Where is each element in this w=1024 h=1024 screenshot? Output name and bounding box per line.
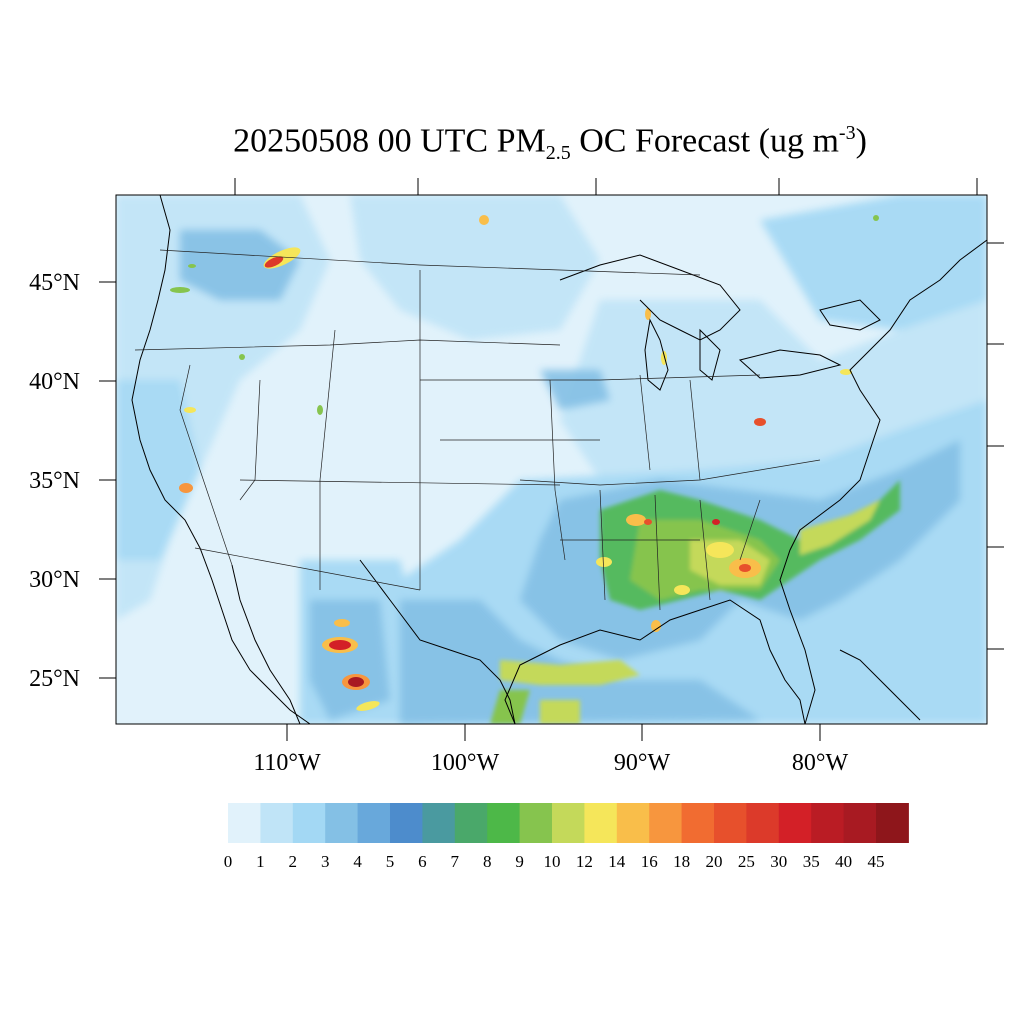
colorbar-swatch [422,803,456,843]
colorbar-swatch [454,803,488,843]
map-frame [115,194,988,725]
lat-label: 30°N [29,567,80,593]
colorbar-swatch [325,803,359,843]
colorbar-tick-label: 20 [706,852,723,871]
state-borders [134,249,821,611]
colorbar-tick-label: 9 [515,852,524,871]
colorbar-swatch [681,803,715,843]
colorbar: 0 1 2 3 4 5 6 7 8 9 10 12 14 16 18 20 25 30 35 40 45 [224,803,909,871]
coastlines [131,195,987,724]
colorbar-swatch [746,803,780,843]
colorbar-tick-label: 35 [803,852,820,871]
lon-label: 80°W [792,750,849,776]
colorbar-swatch [584,803,618,843]
colorbar-tick-label: 18 [673,852,690,871]
lat-label: 45°N [29,270,80,296]
lat-label: 40°N [29,369,80,395]
colorbar-tick-label: 25 [738,852,755,871]
colorbar-tick-label: 40 [835,852,852,871]
colorbar-tick-label: 30 [770,852,787,871]
colorbar-swatch [811,803,845,843]
colorbar-swatch [228,803,261,843]
hotspots [170,215,879,711]
colorbar-tick-label: 16 [641,852,658,871]
colorbar-swatch [778,803,812,843]
colorbar-tick-label: 1 [256,852,265,871]
colorbar-swatch [487,803,521,843]
colorbar-swatch [260,803,294,843]
title-middle: OC Forecast (ug m [570,122,839,160]
map-title: 20250508 00 UTC PM2.5 OC Forecast (ug m-… [0,122,1024,165]
colorbar-tick-label: 4 [353,852,362,871]
colorbar-tick-label: 2 [289,852,298,871]
concentration-field [116,195,987,724]
colorbar-tick-label: 12 [576,852,593,871]
lat-label: 25°N [29,666,80,692]
colorbar-tick-label: 0 [224,852,233,871]
latitude-labels: 45°N 40°N 35°N 30°N 25°N [29,270,80,692]
colorbar-tick-label: 8 [483,852,492,871]
colorbar-swatch [292,803,326,843]
colorbar-swatch [390,803,423,843]
title-date-variable: 20250508 00 UTC PM [233,122,546,160]
colorbar-swatch [714,803,747,843]
lon-label: 110°W [253,750,321,776]
lon-label: 100°W [431,750,500,776]
colorbar-swatch [519,803,553,843]
colorbar-tick-label: 6 [418,852,427,871]
colorbar-tick-label: 3 [321,852,330,871]
colorbar-swatch [649,803,683,843]
longitude-labels: 110°W 100°W 90°W 80°W [253,750,848,776]
tick-marks [99,178,1004,741]
colorbar-swatch [357,803,391,843]
colorbar-swatch [843,803,877,843]
title-superscript: -3 [838,122,856,144]
colorbar-tick-label: 7 [451,852,460,871]
colorbar-tick-label: 10 [544,852,561,871]
title-subscript: 2.5 [545,142,571,165]
lat-label: 35°N [29,468,80,494]
colorbar-swatch [616,803,650,843]
lon-label: 90°W [614,750,671,776]
colorbar-tick-label: 14 [608,852,626,871]
colorbar-swatch [876,803,909,843]
colorbar-tick-label: 45 [868,852,885,871]
colorbar-swatch [552,803,585,843]
colorbar-tick-label: 5 [386,852,395,871]
title-end: ) [855,122,867,160]
